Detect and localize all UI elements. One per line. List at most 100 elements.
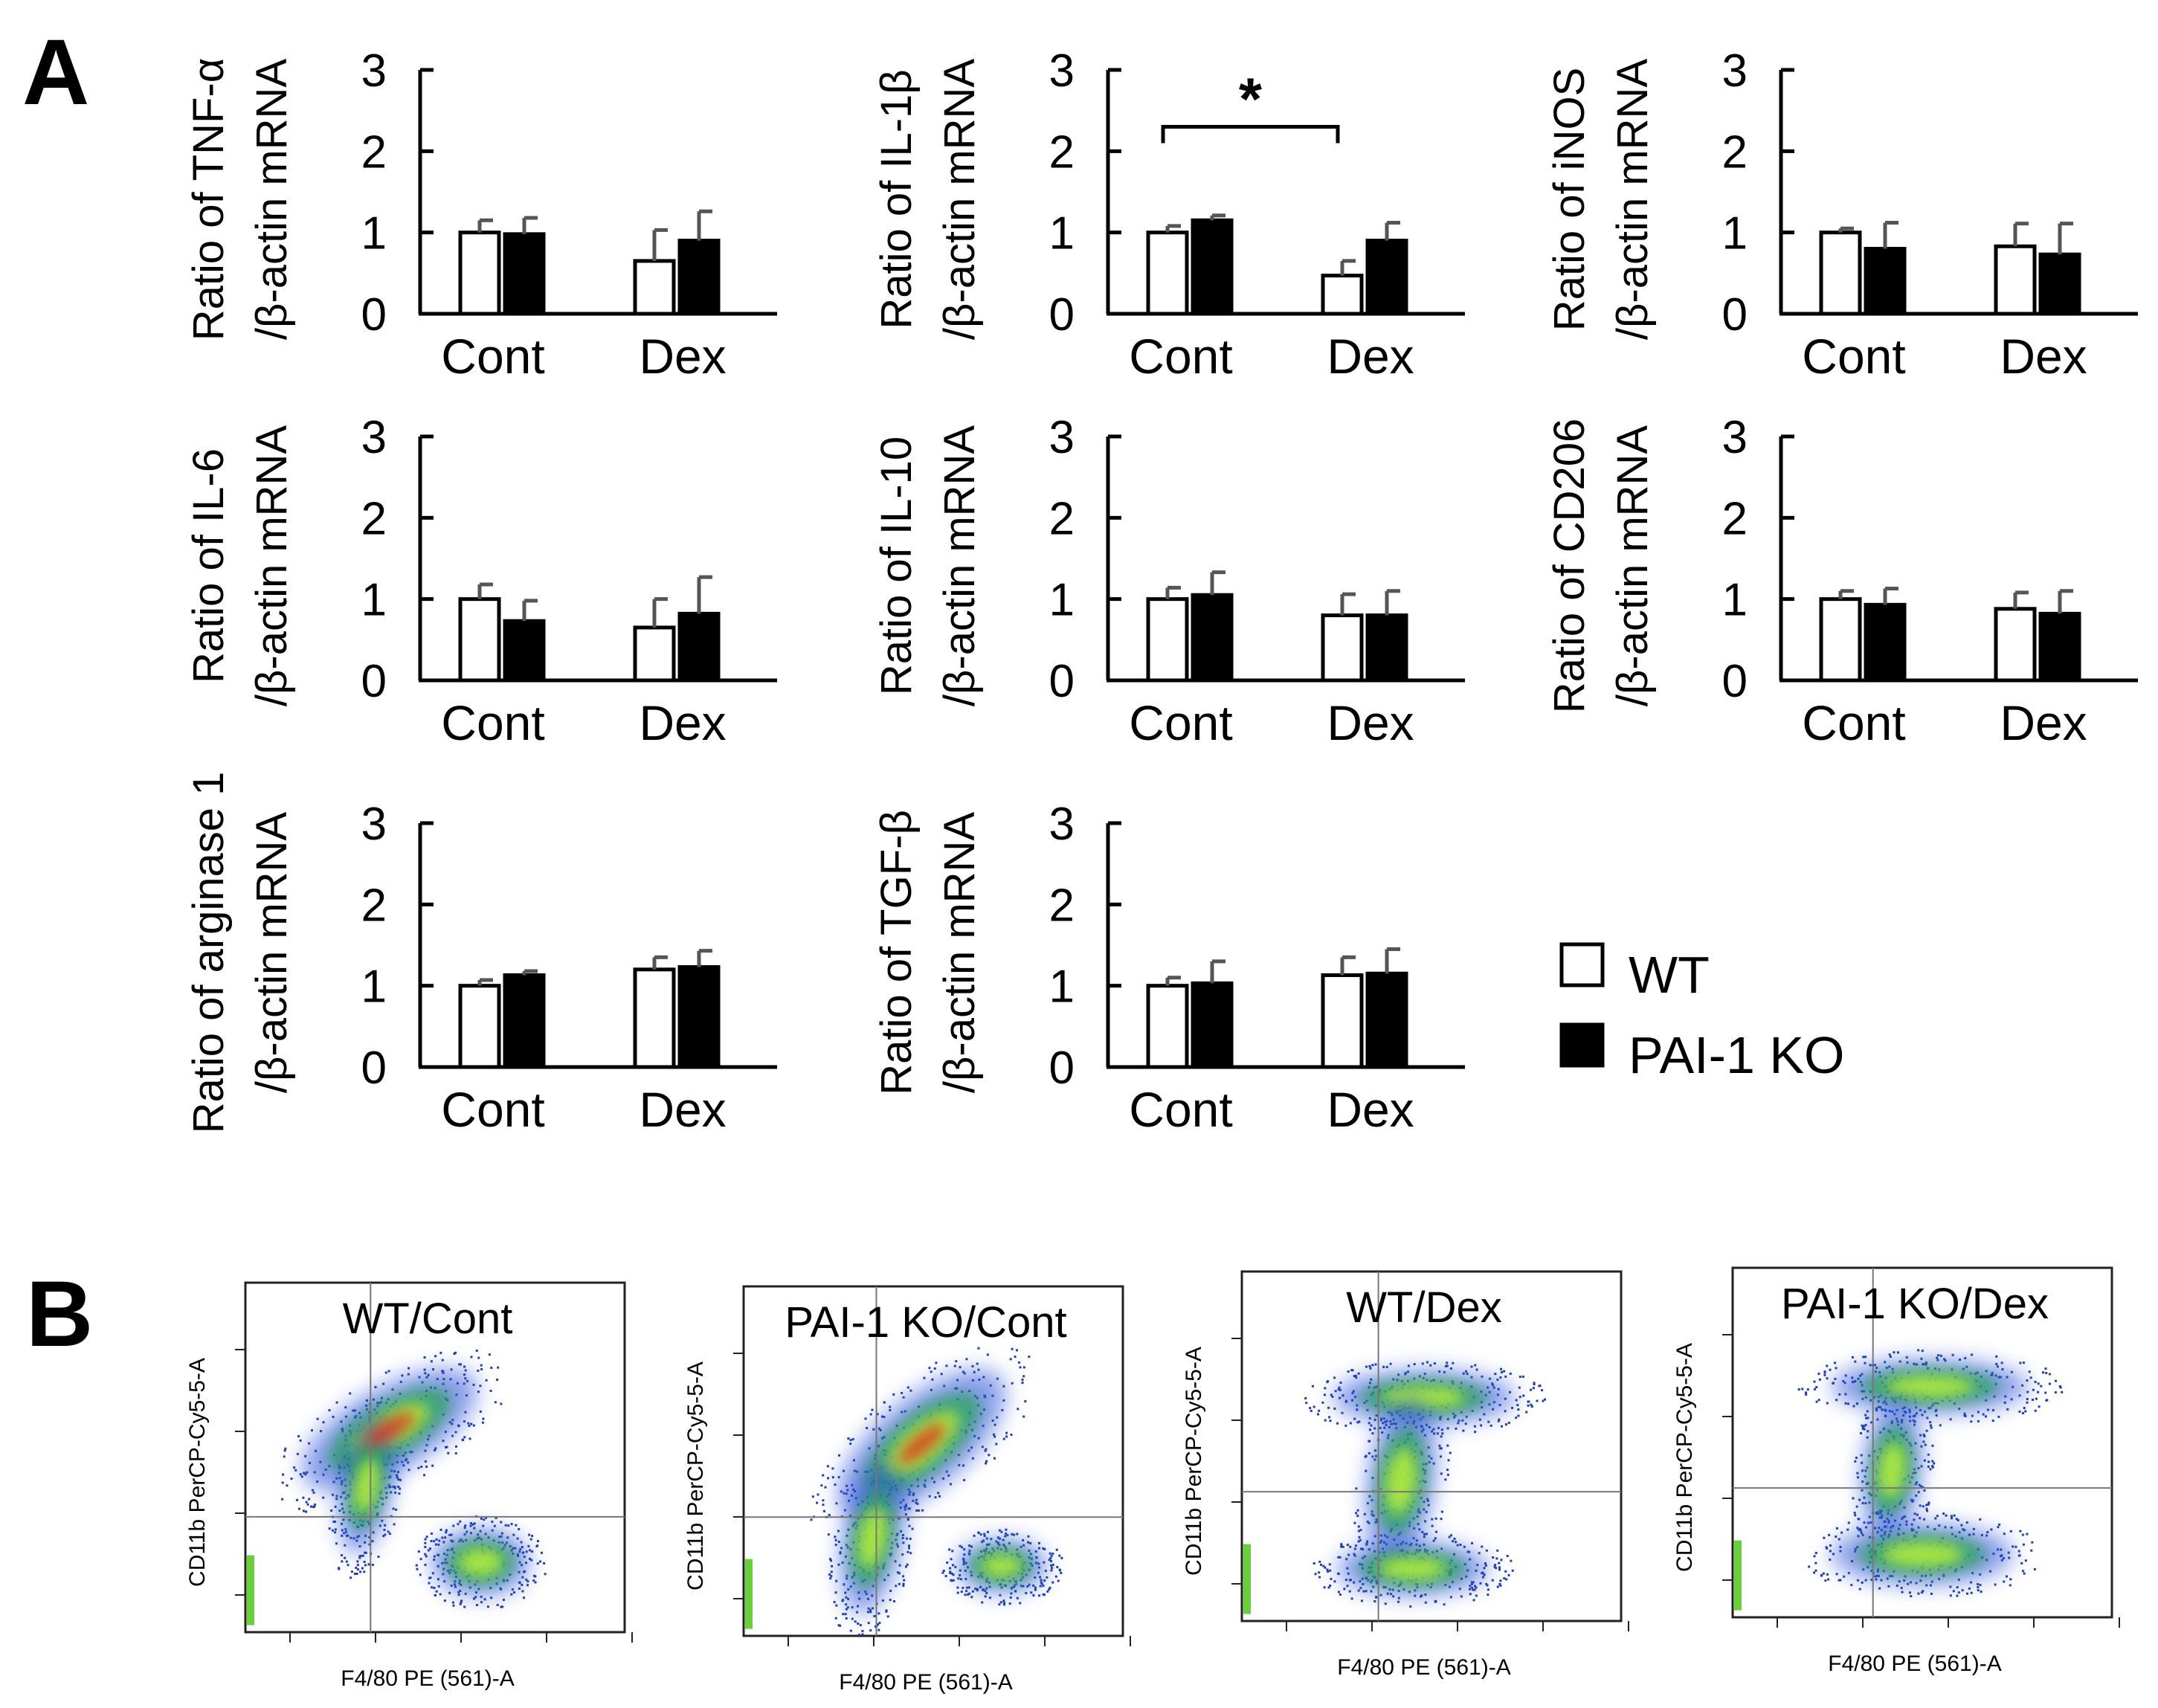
flow-dot xyxy=(2018,1554,2021,1557)
flow-dot xyxy=(1474,1431,1477,1434)
flow-dot xyxy=(359,1555,362,1558)
flow-dot xyxy=(1986,1408,1989,1411)
flow-dot xyxy=(1930,1592,1933,1595)
bar-wt-dex xyxy=(633,625,676,683)
flow-dot xyxy=(332,1415,335,1418)
flow-dot xyxy=(2033,1567,2036,1570)
flow-dot xyxy=(849,1439,852,1442)
flow-dot xyxy=(1413,1363,1416,1366)
flow-dot xyxy=(829,1577,832,1580)
flow-dot xyxy=(1920,1485,1923,1488)
flow-dot xyxy=(1327,1586,1330,1589)
flow-dot xyxy=(1339,1556,1341,1559)
flow-dot xyxy=(834,1538,837,1541)
flow-dot xyxy=(1051,1567,1054,1570)
flow-dot xyxy=(908,1524,911,1527)
flow-dot xyxy=(1341,1411,1344,1414)
flow-dot xyxy=(1527,1400,1530,1403)
flow-dot xyxy=(1440,1428,1443,1431)
flow-dot xyxy=(830,1570,833,1573)
flow-dot xyxy=(286,1484,289,1487)
flow-dot xyxy=(393,1486,396,1489)
flow-dot xyxy=(983,1535,986,1538)
significance-star: * xyxy=(1239,66,1263,132)
flow-dot xyxy=(901,1391,904,1394)
flow-dot xyxy=(1854,1514,1857,1517)
flow-dot xyxy=(399,1487,402,1490)
flow-dot xyxy=(1360,1599,1363,1602)
flow-dot xyxy=(857,1634,860,1637)
flow-dot xyxy=(1368,1440,1371,1443)
flow-dot xyxy=(500,1605,503,1608)
flow-dot xyxy=(2061,1390,2064,1393)
flow-dot xyxy=(996,1536,999,1539)
flow-dot xyxy=(1455,1541,1458,1544)
flow-dot xyxy=(1373,1600,1376,1603)
flow-dot xyxy=(316,1417,319,1420)
bar-chart-5: 0 1 2 3 Ratio of CD206/β-actin mRNA Cont Dex xyxy=(1545,412,2138,750)
flow-dot xyxy=(933,1367,936,1370)
flow-dot xyxy=(335,1498,338,1501)
flow-dot xyxy=(1959,1359,1962,1361)
flow-dot xyxy=(992,1433,995,1436)
flow-dot xyxy=(959,1544,962,1547)
flow-dot xyxy=(1979,1583,1982,1586)
flow-dot xyxy=(1517,1408,1520,1411)
flow-dot xyxy=(1986,1531,1989,1534)
flow-dot xyxy=(1860,1432,1863,1435)
bar-pai-1-ko-cont xyxy=(1864,602,1907,683)
flow-dot xyxy=(1310,1409,1312,1412)
flow-dot xyxy=(1980,1591,1983,1593)
flow-dot xyxy=(493,1524,496,1527)
flow-dot xyxy=(999,1601,1002,1604)
flow-dot xyxy=(1452,1361,1455,1364)
flow-dot xyxy=(488,1353,491,1356)
flow-dot xyxy=(350,1576,352,1579)
flow-dot xyxy=(502,1599,505,1602)
flow-dot xyxy=(1866,1436,1869,1439)
flow-dot xyxy=(364,1551,367,1554)
legend-swatch-wt xyxy=(1559,942,1605,987)
flow-dot xyxy=(1827,1578,1830,1581)
flow-dot xyxy=(1017,1361,1020,1364)
flow-dot xyxy=(1440,1518,1443,1521)
flow-dot xyxy=(529,1538,532,1541)
flow-dot xyxy=(1497,1419,1500,1422)
flow-dot xyxy=(1379,1593,1382,1596)
flow-dot xyxy=(1829,1559,1832,1562)
flow-dot xyxy=(1354,1544,1357,1547)
flow-dot xyxy=(1814,1552,1817,1555)
flow-dot xyxy=(909,1389,912,1392)
flow-dot xyxy=(1042,1547,1045,1550)
flow-dot xyxy=(849,1629,852,1632)
flow-dot xyxy=(1936,1356,1939,1359)
flow-dot xyxy=(1927,1460,1930,1463)
flow-dot xyxy=(444,1446,447,1448)
flow-dot xyxy=(512,1591,515,1594)
flow-dot xyxy=(477,1369,480,1372)
x-category-label: Dex xyxy=(1327,329,1414,384)
flow-dot xyxy=(407,1373,410,1376)
flow-dot xyxy=(281,1481,284,1484)
flow-dot xyxy=(382,1535,385,1538)
flow-dot xyxy=(1039,1585,1042,1588)
flow-dot xyxy=(1826,1377,1829,1380)
flow-dot xyxy=(1498,1562,1501,1564)
flow-dot xyxy=(305,1501,308,1504)
flow-dot xyxy=(869,1629,872,1632)
flow-dot xyxy=(934,1496,937,1499)
flow-dot xyxy=(1040,1581,1043,1584)
flow-dot xyxy=(1977,1419,1980,1422)
flow-dot xyxy=(1473,1588,1476,1591)
legend-label-ko: PAI-1 KO xyxy=(1629,1026,1844,1084)
bar-wt-cont xyxy=(1146,231,1189,316)
flow-dot xyxy=(1384,1602,1387,1605)
y-tick-label: 1 xyxy=(361,208,387,260)
edge-events xyxy=(1243,1544,1251,1614)
flow-y-axis-label: CD11b PerCP-Cy5-5-A xyxy=(1672,1343,1697,1572)
flow-dot xyxy=(534,1575,537,1578)
flow-dot xyxy=(541,1551,544,1554)
flow-dot xyxy=(1851,1356,1854,1359)
x-category-label: Dex xyxy=(639,329,726,384)
flow-dot xyxy=(1495,1567,1498,1570)
